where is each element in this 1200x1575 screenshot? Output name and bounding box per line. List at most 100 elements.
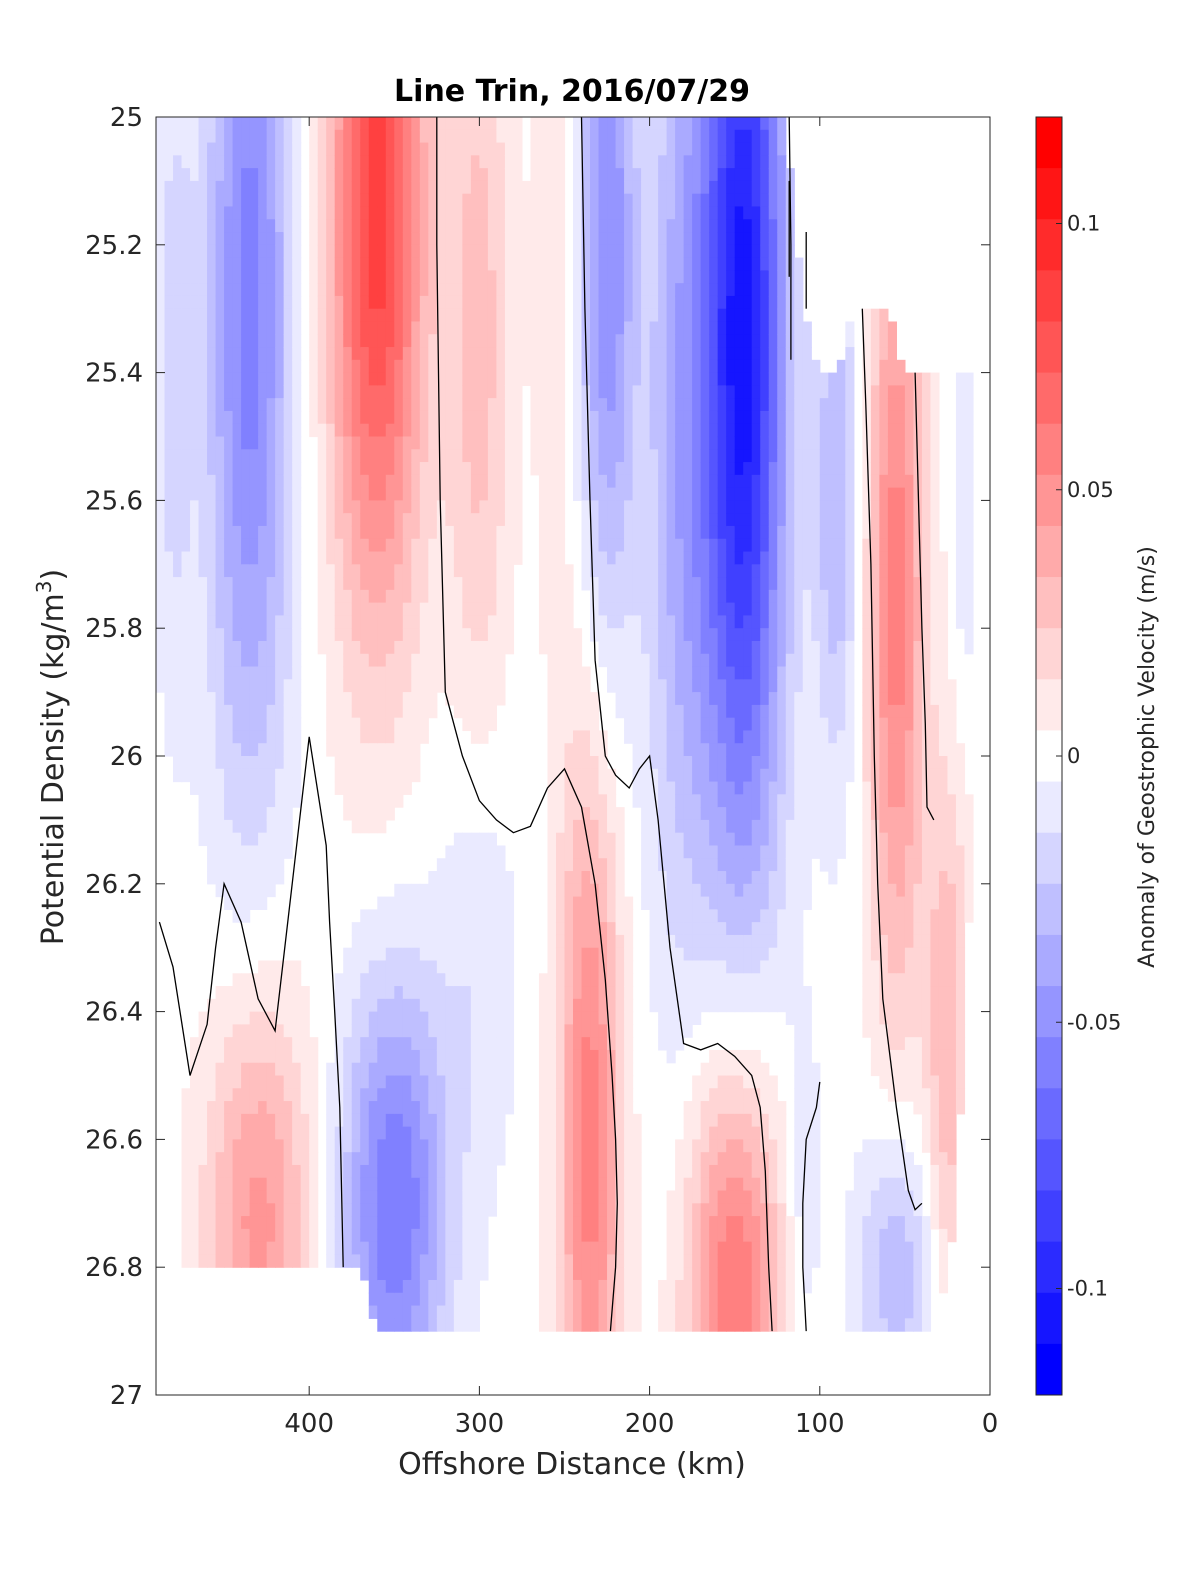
heatmap-cell <box>496 219 506 233</box>
heatmap-cell <box>538 180 549 195</box>
heatmap-cell <box>283 1075 293 1089</box>
heatmap-cell <box>394 909 404 923</box>
heatmap-cell <box>658 819 668 834</box>
heatmap-cell <box>641 321 651 335</box>
heatmap-cell <box>555 960 566 974</box>
heatmap-cell <box>317 462 327 476</box>
heatmap-cell <box>590 1305 600 1319</box>
heatmap-cell <box>564 679 574 693</box>
heatmap-cell <box>385 321 395 335</box>
heatmap-cell <box>411 679 421 693</box>
heatmap-cell <box>394 1292 404 1307</box>
heatmap-cell <box>581 129 591 144</box>
heatmap-cell <box>547 1254 557 1268</box>
heatmap-cell <box>590 717 600 732</box>
heatmap-cell <box>368 244 378 259</box>
heatmap-cell <box>198 372 208 386</box>
heatmap-cell <box>581 1037 591 1051</box>
heatmap-cell <box>641 807 651 821</box>
heatmap-cell <box>326 679 336 693</box>
heatmap-cell <box>504 1011 515 1025</box>
heatmap-cell <box>360 359 370 374</box>
heatmap-cell <box>530 359 540 374</box>
heatmap-cell <box>683 1267 693 1281</box>
heatmap-cell <box>547 1113 557 1128</box>
heatmap-cell <box>624 1254 634 1268</box>
heatmap-cell <box>470 1113 480 1128</box>
heatmap-cell <box>436 423 446 438</box>
heatmap-cell <box>164 372 174 386</box>
heatmap-cell <box>624 947 634 962</box>
heatmap-cell <box>258 666 268 680</box>
heatmap-cell <box>641 896 651 910</box>
heatmap-cell <box>555 513 566 527</box>
heatmap-cell <box>164 129 174 144</box>
heatmap-cell <box>683 730 693 744</box>
heatmap-cell <box>385 1164 395 1179</box>
heatmap-cell <box>283 270 293 284</box>
heatmap-cell <box>249 347 259 361</box>
heatmap-cell <box>692 1254 702 1268</box>
heatmap-cell <box>555 1139 566 1153</box>
heatmap-cell <box>190 1177 200 1192</box>
heatmap-cell <box>598 500 608 514</box>
heatmap-cell <box>283 321 293 335</box>
heatmap-cell <box>360 142 370 156</box>
heatmap-cell <box>470 998 480 1013</box>
heatmap-cell <box>436 1292 446 1307</box>
heatmap-cell <box>224 462 234 476</box>
heatmap-cell <box>292 474 302 489</box>
heatmap-cell <box>360 934 370 949</box>
heatmap-cell <box>411 1037 421 1051</box>
heatmap-cell <box>275 602 285 617</box>
heatmap-cell <box>470 1101 480 1115</box>
heatmap-cell <box>198 768 208 783</box>
heatmap-cell <box>666 117 676 131</box>
heatmap-cell <box>232 1011 242 1025</box>
heatmap-cell <box>241 551 251 565</box>
heatmap-cell <box>504 487 515 501</box>
heatmap-cell <box>632 525 642 540</box>
heatmap-cell <box>224 551 234 565</box>
heatmap-cell <box>683 756 693 770</box>
heatmap-cell <box>368 1164 378 1179</box>
heatmap-cell <box>547 832 557 847</box>
heatmap-cell <box>224 666 234 680</box>
heatmap-cell <box>385 232 395 246</box>
heatmap-cell <box>258 1203 268 1217</box>
heatmap-cell <box>394 117 404 131</box>
heatmap-cell <box>266 1139 276 1153</box>
heatmap-cell <box>607 436 617 450</box>
heatmap-cell <box>368 1075 378 1089</box>
heatmap-cell <box>181 640 191 655</box>
heatmap-cell <box>368 398 378 412</box>
heatmap-cell <box>530 129 540 144</box>
heatmap-cell <box>334 1011 344 1025</box>
heatmap-cell <box>564 832 574 847</box>
heatmap-cell <box>207 206 217 220</box>
heatmap-cell <box>709 487 719 501</box>
heatmap-cell <box>666 640 676 655</box>
heatmap-cell <box>692 743 702 757</box>
heatmap-cell <box>249 768 259 783</box>
heatmap-cell <box>343 807 353 821</box>
heatmap-cell <box>428 1216 438 1230</box>
heatmap-cell <box>445 564 455 578</box>
heatmap-cell <box>555 883 566 898</box>
heatmap-cell <box>368 640 378 655</box>
heatmap-cell <box>368 1011 378 1025</box>
heatmap-cell <box>487 1088 498 1102</box>
heatmap-cell <box>266 704 276 719</box>
heatmap-cell <box>317 257 327 271</box>
heatmap-cell <box>224 577 234 591</box>
heatmap-cell <box>632 640 642 655</box>
heatmap-cell <box>445 193 455 208</box>
heatmap-cell <box>607 1177 617 1192</box>
heatmap-cell <box>232 1062 242 1077</box>
heatmap-cell <box>215 883 225 898</box>
heatmap-cell <box>632 1241 642 1256</box>
heatmap-cell <box>555 628 566 642</box>
heatmap-cell <box>377 308 387 323</box>
heatmap-cell <box>709 283 719 297</box>
heatmap-cell <box>394 219 404 233</box>
